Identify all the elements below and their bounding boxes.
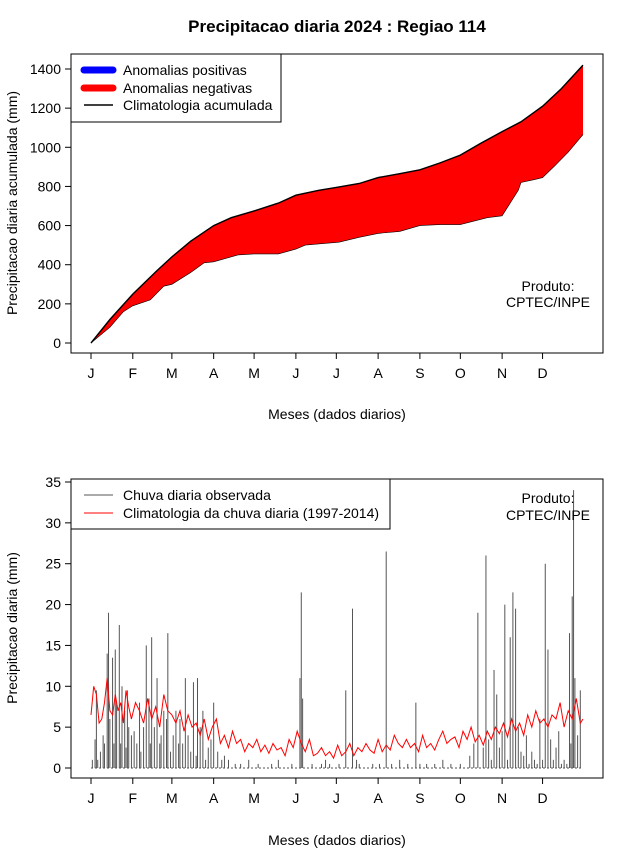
cumulative-y-axis: 0 200 400 600 800 1000 1200 1400 — [30, 61, 72, 351]
legend-daily-climatology-label: Climatologia da chuva diaria (1997-2014) — [123, 505, 379, 521]
daily-y-axis: 0 5 10 15 20 25 30 35 — [45, 474, 72, 776]
legend-negative-label: Anomalias negativas — [123, 80, 252, 96]
cumulative-y-tick-label: 1400 — [30, 61, 61, 77]
daily-y-tick-label: 15 — [45, 637, 61, 653]
cumulative-x-tick-label: J — [292, 365, 299, 381]
daily-x-tick-label: O — [455, 790, 466, 806]
daily-annotation-product: Produto: — [522, 490, 575, 506]
cumulative-chart: 0 200 400 600 800 1000 1200 1400 J F M A M J J A S O N D M… — [4, 53, 604, 422]
daily-y-tick-label: 20 — [45, 597, 61, 613]
daily-legend-box — [70, 478, 391, 530]
cumulative-plot-area — [90, 64, 584, 344]
cumulative-x-tick-label: M — [166, 365, 178, 381]
cumulative-x-tick-label: D — [537, 365, 547, 381]
cumulative-annotation-product: Produto: — [522, 278, 575, 294]
daily-y-tick-label: 30 — [45, 515, 61, 531]
daily-x-tick-label: A — [209, 790, 219, 806]
cumulative-annotation-source: CPTEC/INPE — [506, 294, 590, 310]
cumulative-x-tick-label: O — [455, 365, 466, 381]
cumulative-x-tick-label: J — [333, 365, 340, 381]
daily-x-tick-label: D — [537, 790, 547, 806]
legend-observed-label: Chuva diaria observada — [123, 487, 271, 503]
cumulative-y-tick-label: 1000 — [30, 139, 61, 155]
cumulative-x-tick-label: J — [88, 365, 95, 381]
daily-y-tick-label: 0 — [53, 760, 61, 776]
cumulative-x-tick-label: F — [129, 365, 138, 381]
daily-x-tick-label: N — [497, 790, 507, 806]
daily-x-tick-label: J — [88, 790, 95, 806]
daily-legend: Chuva diaria observada Climatologia da c… — [70, 478, 391, 530]
daily-x-tick-label: M — [248, 790, 260, 806]
climatology-cumulative-line — [90, 64, 584, 344]
cumulative-x-tick-label: N — [497, 365, 507, 381]
cumulative-y-tick-label: 0 — [53, 335, 61, 351]
cumulative-y-tick-label: 400 — [38, 257, 62, 273]
cumulative-y-tick-label: 200 — [38, 296, 62, 312]
cumulative-y-tick-label: 600 — [38, 218, 62, 234]
cumulative-y-tick-label: 1200 — [30, 100, 61, 116]
cumulative-x-tick-label: S — [415, 365, 424, 381]
daily-y-tick-label: 10 — [45, 678, 61, 694]
daily-chart: 0 5 10 15 20 25 30 35 J F M A M J J A S O N D Meses (dados… — [4, 474, 604, 848]
daily-climatology-line — [90, 678, 584, 760]
cumulative-x-axis-label: Meses (dados diarios) — [268, 406, 406, 422]
daily-y-tick-label: 35 — [45, 474, 61, 490]
daily-y-tick-label: 5 — [53, 719, 61, 735]
cumulative-y-tick-label: 800 — [38, 178, 62, 194]
legend-climatology-label: Climatologia acumulada — [123, 97, 273, 113]
cumulative-y-axis-label: Precipitacao diaria acumulada (mm) — [4, 91, 20, 315]
daily-x-tick-label: S — [415, 790, 424, 806]
cumulative-x-tick-label: A — [209, 365, 219, 381]
observed-cumulative-line — [90, 134, 584, 344]
daily-x-tick-label: A — [373, 790, 383, 806]
negative-anomaly-area — [91, 65, 583, 343]
cumulative-x-tick-label: M — [248, 365, 260, 381]
daily-annotation-source: CPTEC/INPE — [506, 507, 590, 523]
legend-positive-label: Anomalias positivas — [123, 62, 247, 78]
daily-x-tick-label: J — [333, 790, 340, 806]
cumulative-x-tick-label: A — [373, 365, 383, 381]
daily-x-tick-label: J — [292, 790, 299, 806]
daily-plot-area — [90, 490, 584, 769]
daily-x-axis-label: Meses (dados diarios) — [268, 832, 406, 848]
daily-y-tick-label: 25 — [45, 556, 61, 572]
figure-title: Precipitacao diaria 2024 : Regiao 114 — [188, 17, 486, 36]
daily-x-tick-label: M — [166, 790, 178, 806]
cumulative-legend: Anomalias positivas Anomalias negativas … — [70, 53, 282, 123]
daily-y-axis-label: Precipitacao diaria (mm) — [4, 552, 20, 704]
daily-x-tick-label: F — [129, 790, 138, 806]
